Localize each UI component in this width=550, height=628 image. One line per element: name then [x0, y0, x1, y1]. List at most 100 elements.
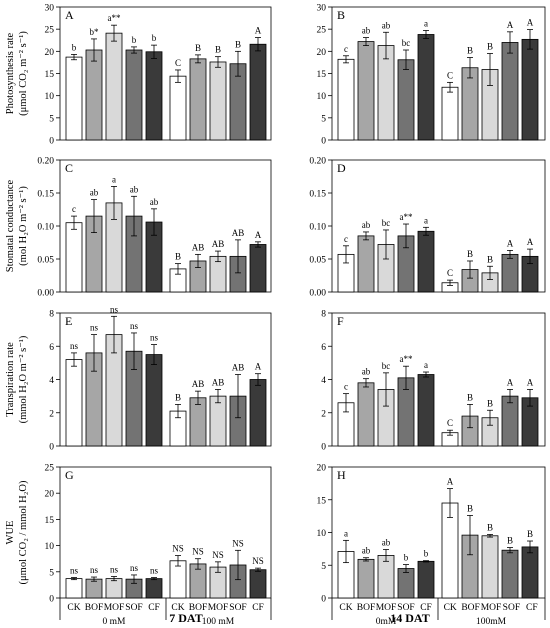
panel-d-significance-label: bc [382, 218, 391, 228]
panel-g-significance-label: NS [172, 544, 184, 554]
panel-a-significance-label: a** [108, 13, 121, 23]
panel-g-bar [105, 578, 123, 599]
panel-e-significance-label: ns [90, 323, 99, 333]
panel-h-significance-label: ab [362, 546, 371, 556]
panel-d-ytick-label: 0.10 [309, 223, 326, 233]
panel-g-letter: G [65, 468, 74, 482]
panel-d-significance-label: A [507, 238, 514, 248]
panel-b-bar [441, 86, 459, 141]
panel-a-ytick-label: 30 [45, 4, 55, 14]
panel-g-category-label: SOF [125, 603, 142, 613]
panel-a-significance-label: b [72, 42, 77, 52]
panel-a-significance-label: A [255, 26, 262, 36]
panel-g-bar [145, 578, 163, 599]
panel-d-significance-label: A [527, 237, 534, 247]
panel-b-ytick-label: 15 [317, 70, 327, 80]
panel-g-significance-label: NS [252, 556, 264, 566]
panel-c-bar [249, 244, 267, 293]
panel-h-significance-label: B [487, 522, 493, 532]
panel-a-ytick-label: 5 [49, 114, 54, 124]
panel-h-ytick-label: 5 [321, 562, 326, 572]
panel-g-category-label: CF [252, 603, 264, 613]
panel-a-bar [125, 49, 143, 141]
panel-h-ytick-label: 10 [317, 529, 327, 539]
panel-h-bar [377, 555, 395, 599]
panel-f-significance-label: C [447, 418, 453, 428]
panel-f-significance-label: bc [382, 361, 391, 371]
panel-a-significance-label: b [152, 33, 157, 43]
panel-a-ytick-label: 20 [45, 48, 55, 58]
panel-h-ytick-label: 15 [317, 496, 327, 506]
panel-e-bar [189, 397, 207, 447]
panel-h-significance-label: b [424, 549, 429, 559]
panel-g-ytick-label: 25 [45, 464, 55, 474]
panel-e-significance-label: ns [70, 341, 79, 351]
panel-e-ylabel: (mmol H₂O m⁻² s⁻¹) [18, 335, 29, 423]
panel-e-bar [209, 395, 227, 447]
panel-h-category-label: BOF [357, 603, 375, 613]
panel-c-letter: C [65, 161, 73, 175]
panel-g-frame [59, 466, 272, 599]
panel-h-bar [417, 560, 435, 599]
panel-h-significance-label: b [404, 553, 409, 563]
panel-f-ytick-label: 6 [321, 343, 326, 353]
panel-b-ytick-label: 30 [317, 4, 327, 14]
panel-g-ytick-label: 20 [45, 490, 55, 500]
panel-b-significance-label: a [424, 18, 428, 28]
panel-h-category-label: CK [444, 603, 457, 613]
panel-b-significance-label: ab [382, 20, 391, 30]
panel-g-ylabel: (μmol CO₂ / mmol H₂O) [18, 480, 29, 584]
panel-c-significance-label: AB [192, 242, 205, 252]
panel-d-bar [501, 253, 519, 293]
panel-f-significance-label: A [527, 377, 534, 387]
panel-h-group-label: 0mM [376, 617, 397, 627]
panel-a-significance-label: C [175, 58, 181, 68]
panel-a-bar [249, 43, 267, 141]
panel-a-bar [85, 49, 103, 141]
panel-h-category-label: SOF [397, 603, 414, 613]
panel-h-bar [481, 535, 499, 599]
panel-g-significance-label: ns [70, 566, 79, 576]
panel-f-bar [417, 374, 435, 447]
panel-b-bar [397, 59, 415, 141]
panel-c-significance-label: ab [90, 188, 99, 198]
panel-f-bar [357, 382, 375, 447]
panel-f-ytick-label: 8 [321, 310, 326, 320]
panel-f-significance-label: a [424, 360, 428, 370]
panel-f-bar [501, 395, 519, 447]
panel-g-category-label: MOF [208, 603, 229, 613]
panel-h-significance-label: B [507, 536, 513, 546]
panel-d-significance-label: a [424, 215, 428, 225]
panel-c-significance-label: ab [130, 184, 139, 194]
panel-c-significance-label: A [255, 230, 262, 240]
panel-d-significance-label: B [467, 249, 473, 259]
panel-c-ytick-label: 0.00 [37, 289, 54, 299]
panel-e-ytick-label: 2 [49, 409, 54, 419]
panel-e-bar [145, 354, 163, 447]
panel-c-ylabel: Stomatal conductance [5, 179, 16, 272]
panel-a-ylabel: Photosynthesis rate [5, 32, 16, 114]
panel-c-significance-label: B [175, 252, 181, 262]
panel-e-ylabel: Transpiration rate [5, 342, 16, 417]
panel-e-significance-label: B [175, 392, 181, 402]
panel-f-significance-label: c [344, 382, 348, 392]
panel-a-significance-label: b [132, 35, 137, 45]
panel-c-ytick-label: 0.10 [37, 223, 54, 233]
panel-g-bar [249, 569, 267, 599]
panel-h-category-label: MOF [376, 603, 397, 613]
panel-h-category-label: CK [339, 603, 352, 613]
panel-h-bar [357, 558, 375, 599]
panel-b-bar [417, 34, 435, 141]
panel-e-significance-label: A [255, 362, 262, 372]
panel-g-category-label: CK [67, 603, 80, 613]
panel-f-letter: F [337, 314, 344, 328]
panel-d-ytick-label: 0.05 [309, 256, 326, 266]
panel-g-ytick-label: 15 [45, 516, 55, 526]
panel-a-significance-label: B [235, 39, 241, 49]
time-label-14dat: 14 DAT [390, 611, 429, 625]
panel-h-ytick-label: 0 [321, 595, 326, 605]
panel-d-bar [417, 230, 435, 293]
panel-f-significance-label: A [507, 377, 514, 387]
panel-b-bar [377, 45, 395, 141]
